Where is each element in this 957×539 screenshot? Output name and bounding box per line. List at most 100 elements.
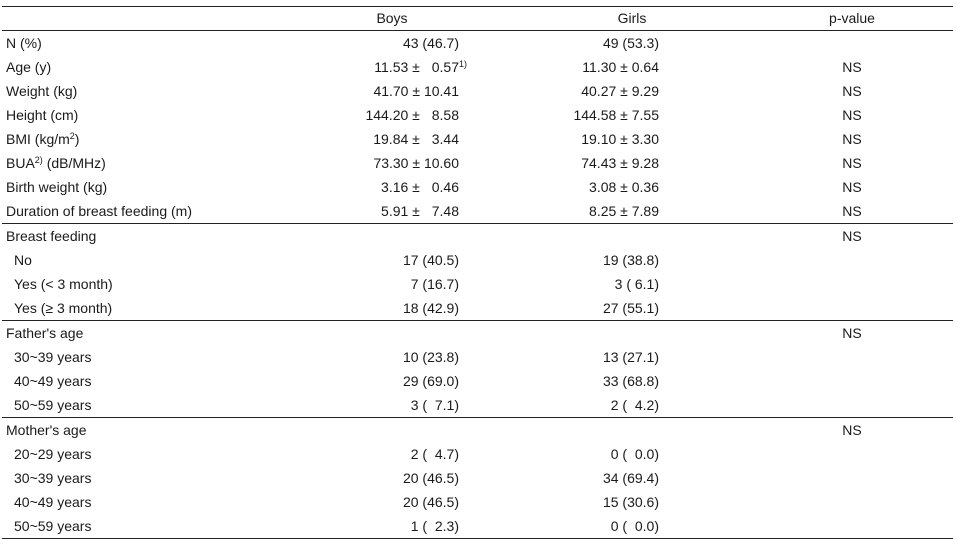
girls-mean: 19.10 <box>581 131 617 147</box>
plus-minus: ± <box>620 155 628 171</box>
girls-value: 144.58 ± 7.55 <box>573 103 659 127</box>
row-label: Duration of breast feeding (m) <box>6 203 192 219</box>
girls-value: 8.25 ± 7.89 <box>589 199 659 223</box>
row-label: Birth weight (kg) <box>6 179 108 195</box>
table-row: 50~59 years 3 ( 7.1) 2 ( 4.2) <box>2 393 953 417</box>
girls-value: 19 (38.8) <box>602 252 659 268</box>
boys-sd: 7.48 <box>431 203 459 219</box>
girls-value: 74.43 ± 9.28 <box>581 151 659 175</box>
row-label: 40~49 years <box>14 494 92 510</box>
table-row: Birth weight (kg) 3.16 ± 0.46 3.08 ± 0.3… <box>2 175 953 199</box>
girls-value: 34 (69.4) <box>602 470 659 486</box>
p-value: NS <box>842 179 862 195</box>
table-row: No 17 (40.5) 19 (38.8) <box>2 248 953 272</box>
p-value: NS <box>842 107 862 123</box>
row-label: No <box>14 252 32 268</box>
table-row: Duration of breast feeding (m) 5.91 ± 7.… <box>2 199 953 223</box>
section-label: Breast feeding <box>6 228 97 244</box>
boys-value: 2 ( 4.7) <box>410 446 459 462</box>
superscript: 2 <box>69 131 75 141</box>
table-row: Height (cm) 144.20 ± 8.58 144.58 ± 7.55 … <box>2 103 953 127</box>
p-value: NS <box>842 325 862 341</box>
girls-sd: 7.55 <box>631 107 659 123</box>
boys-value: 20 (46.5) <box>402 470 459 486</box>
row-label: 30~39 years <box>14 349 92 365</box>
boys-value: 3.16 ± 0.46 <box>381 175 459 199</box>
header-boys: Boys <box>376 10 408 26</box>
boys-value: 5.91 ± 7.48 <box>381 199 459 223</box>
girls-mean: 8.25 <box>589 203 617 219</box>
plus-minus: ± <box>412 83 421 99</box>
plus-minus: ± <box>412 179 420 195</box>
boys-sd: 10.41 <box>423 83 459 99</box>
girls-mean: 74.43 <box>581 155 617 171</box>
boys-value: 1 ( 2.3) <box>410 518 459 534</box>
label-text-end: (dB/MHz) <box>42 155 106 171</box>
header-p-value: p-value <box>829 10 875 26</box>
row-label: Yes (< 3 month) <box>14 276 113 292</box>
row-label: N (%) <box>6 35 42 51</box>
plus-minus: ± <box>620 59 628 75</box>
boys-value: 144.20 ± 8.58 <box>365 103 459 127</box>
boys-sd: 3.44 <box>431 131 459 147</box>
row-label: 50~59 years <box>14 518 92 534</box>
boys-mean: 5.91 <box>381 203 409 219</box>
girls-value: 11.30 ± 0.64 <box>582 55 659 79</box>
girls-value: 49 (53.3) <box>602 35 659 51</box>
row-label: 30~39 years <box>14 470 92 486</box>
boys-sd: 0.57 <box>431 59 459 75</box>
boys-mean: 73.30 <box>373 155 409 171</box>
girls-value: 0 ( 0.0) <box>610 446 659 462</box>
boys-value: 20 (46.5) <box>402 494 459 510</box>
table-row: Yes (< 3 month) 7 (16.7) 3 ( 6.1) <box>2 272 953 296</box>
plus-minus: ± <box>620 83 628 99</box>
boys-mean: 144.20 <box>365 107 409 123</box>
girls-sd: 7.89 <box>631 203 659 219</box>
girls-value: 15 (30.6) <box>602 494 659 510</box>
boys-value: 7 (16.7) <box>410 276 459 292</box>
p-value: NS <box>842 131 862 147</box>
girls-mean: 144.58 <box>573 107 617 123</box>
section-row-mothers-age: Mother's age NS <box>2 417 953 442</box>
label-text-end: ) <box>74 131 80 147</box>
boys-mean: 19.84 <box>373 131 409 147</box>
boys-value: 41.70 ± 10.41 <box>373 79 459 103</box>
row-label: Height (cm) <box>6 107 79 123</box>
row-label: Weight (kg) <box>6 83 78 99</box>
boys-value: 19.84 ± 3.44 <box>373 127 459 151</box>
table-row: Age (y) 11.53 ± 0.571) 11.30 ± 0.64 NS <box>2 55 953 79</box>
boys-value: 18 (42.9) <box>402 300 459 316</box>
boys-value: 11.53 ± 0.571) <box>374 55 467 79</box>
header-girls: Girls <box>617 10 647 26</box>
girls-value: 2 ( 4.2) <box>610 397 659 413</box>
p-value: NS <box>842 203 862 219</box>
girls-value: 3 ( 6.1) <box>614 276 659 292</box>
section-row-breast-feeding: Breast feeding NS <box>2 223 953 248</box>
p-value: NS <box>842 155 862 171</box>
p-value: NS <box>842 83 862 99</box>
boys-mean: 41.70 <box>373 83 409 99</box>
plus-minus: ± <box>620 131 628 147</box>
table-row: BUA2) (dB/MHz) 73.30 ± 10.60 74.43 ± 9.2… <box>2 151 953 175</box>
footnote-marker: 1) <box>458 59 467 69</box>
boys-mean: 3.16 <box>381 179 409 195</box>
p-value: NS <box>842 228 862 244</box>
table-row: Yes (≥ 3 month) 18 (42.9) 27 (55.1) <box>2 296 953 320</box>
girls-value: 33 (68.8) <box>602 373 659 389</box>
table-row: 30~39 years 10 (23.8) 13 (27.1) <box>2 345 953 369</box>
girls-value: 27 (55.1) <box>602 300 659 316</box>
table-row: 20~29 years 2 ( 4.7) 0 ( 0.0) <box>2 442 953 466</box>
boys-value: 29 (69.0) <box>402 373 459 389</box>
section-row-fathers-age: Father's age NS <box>2 320 953 345</box>
row-label: BMI (kg/m2) <box>6 127 79 151</box>
characteristics-table: Boys Girls p-value N (%) 43 (46.7) 49 (5… <box>2 6 953 539</box>
boys-value: 73.30 ± 10.60 <box>373 151 459 175</box>
row-label: BUA2) (dB/MHz) <box>6 151 106 175</box>
girls-value: 40.27 ± 9.29 <box>581 79 659 103</box>
boys-sd: 0.46 <box>431 179 459 195</box>
row-label: 40~49 years <box>14 373 92 389</box>
girls-sd: 0.64 <box>631 59 659 75</box>
girls-sd: 9.28 <box>631 155 659 171</box>
section-label: Father's age <box>6 325 84 341</box>
table-row: 50~59 years 1 ( 2.3) 0 ( 0.0) <box>2 514 953 538</box>
